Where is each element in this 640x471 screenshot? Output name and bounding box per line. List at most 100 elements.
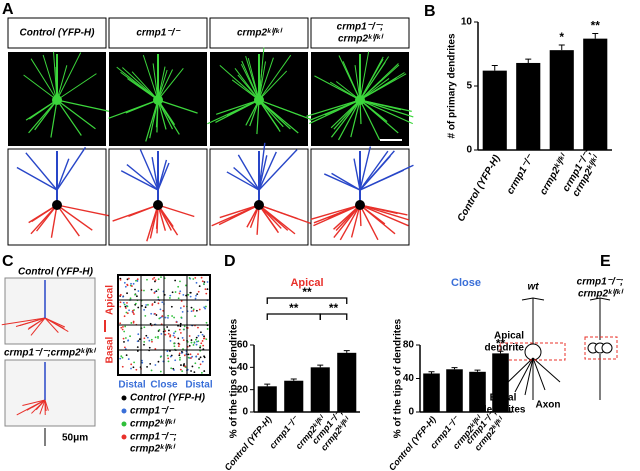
tip-dot <box>203 370 206 372</box>
tip-dot <box>178 292 181 295</box>
tip-dot <box>167 332 170 335</box>
tip-dot <box>190 306 193 309</box>
neurite <box>22 399 46 407</box>
tip-dot <box>158 317 161 320</box>
header-box <box>7 17 107 49</box>
tip-dot <box>202 344 205 347</box>
neurite <box>44 317 59 333</box>
tip-dot <box>204 288 207 291</box>
tip-dot <box>154 336 157 339</box>
tip-dot <box>161 301 164 304</box>
tip-dot <box>153 301 156 304</box>
neurite <box>359 99 388 123</box>
tip-dot <box>192 308 195 311</box>
dendrite <box>532 357 546 391</box>
neurite <box>126 163 159 191</box>
e-label: dendrite <box>485 343 525 354</box>
neurite <box>56 99 96 130</box>
tip-dot <box>179 290 182 293</box>
tip-dot <box>172 334 175 337</box>
neurite <box>256 99 260 135</box>
tip-dot <box>150 312 153 315</box>
tip-dot <box>121 365 124 368</box>
y-tick-label: 0 <box>242 407 248 418</box>
tip-dot <box>129 335 131 338</box>
tip-dot <box>203 335 205 338</box>
e-label: Axon <box>536 400 561 411</box>
neurite <box>219 204 260 219</box>
tip-dot <box>124 285 127 288</box>
tip-dot <box>131 285 133 287</box>
neurite <box>359 72 405 101</box>
tip-dot <box>180 364 182 366</box>
tip-dot <box>195 281 198 284</box>
neurite <box>56 99 82 136</box>
tip-dot <box>181 337 184 339</box>
neurite <box>56 204 80 237</box>
neurite <box>16 166 58 191</box>
tip-dot <box>122 325 124 328</box>
neurite <box>27 317 46 330</box>
header-text: crmp2ᵏⁱ/ᵏⁱ <box>237 28 283 39</box>
neurite <box>359 99 414 125</box>
neurite <box>30 317 46 336</box>
tip-dot <box>180 316 183 319</box>
soma <box>254 200 264 210</box>
tip-dot <box>183 363 186 365</box>
y-tick-label: 40 <box>237 362 249 373</box>
bar <box>284 380 304 412</box>
tip-dot <box>179 307 182 309</box>
dendrite <box>532 357 561 383</box>
error-bar <box>474 369 481 372</box>
tip-dot <box>153 276 156 279</box>
tip-dot <box>203 281 206 283</box>
tip-dot <box>146 365 148 368</box>
tip-dot <box>179 368 182 371</box>
neurite <box>25 152 58 191</box>
chart-title: Close <box>451 277 481 289</box>
tip-dot <box>148 346 151 349</box>
tip-dot <box>189 295 192 298</box>
tip-dot <box>123 281 126 284</box>
bar <box>257 386 277 412</box>
neurite <box>359 63 399 101</box>
neurite <box>122 67 159 101</box>
tip-dot <box>122 337 125 340</box>
panel-label: E <box>600 253 611 270</box>
tip-dot <box>137 333 140 336</box>
tip-dot <box>187 353 190 356</box>
col-label: Close <box>150 380 178 391</box>
soma <box>524 343 542 361</box>
tip-dot <box>124 337 127 339</box>
header-box <box>310 17 410 49</box>
y-tick-label: 40 <box>403 373 415 384</box>
tip-dot <box>130 363 133 366</box>
tip-dot <box>201 340 204 342</box>
tip-dot <box>192 278 195 280</box>
tip-dot <box>154 347 157 350</box>
bracket-label: ** <box>302 285 312 299</box>
e-label: Apical <box>494 331 524 342</box>
neurite <box>359 204 410 221</box>
tip-dot <box>169 339 172 342</box>
tip-dot <box>197 340 200 343</box>
y-tick-label: 0 <box>408 407 414 418</box>
neurite <box>359 204 386 225</box>
error-bar <box>497 350 504 354</box>
tip-dot <box>145 304 148 306</box>
neurite <box>350 204 361 238</box>
tip-dot <box>203 355 205 358</box>
neurite <box>39 399 46 415</box>
tip-dot <box>191 355 194 358</box>
tip-dot <box>197 353 199 355</box>
tip-dot <box>188 335 191 337</box>
y-tick-label: 20 <box>237 384 249 395</box>
tip-dot <box>119 301 122 304</box>
tip-dot <box>195 294 197 297</box>
legend-text: crmp1⁻/⁻ <box>130 406 175 417</box>
tip-dot <box>166 350 169 353</box>
tip-dot <box>205 305 207 308</box>
tip-dot <box>157 335 159 338</box>
neurite <box>157 159 168 191</box>
tip-dot <box>119 293 122 296</box>
